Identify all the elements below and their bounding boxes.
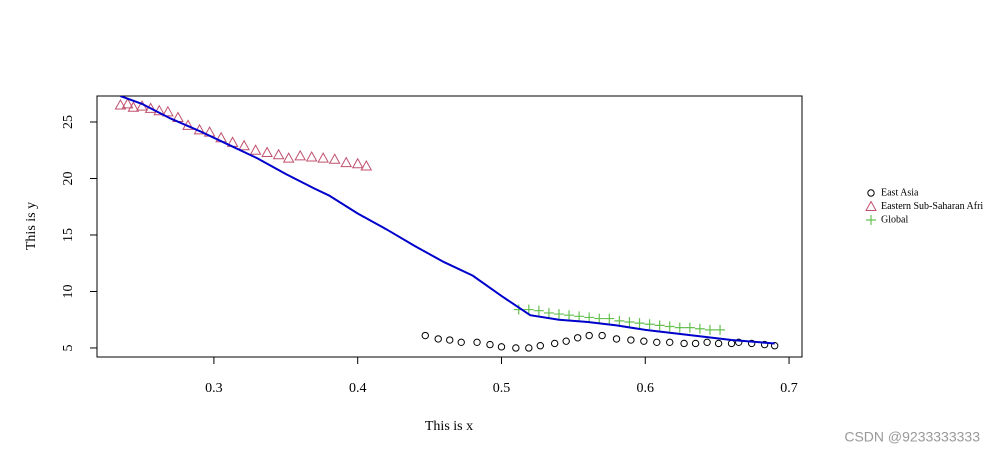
point	[114, 99, 127, 110]
x-tick-label: 0.6	[637, 381, 655, 396]
point	[704, 324, 715, 335]
point	[305, 150, 318, 162]
point	[512, 344, 520, 352]
point	[564, 310, 575, 321]
legend-symbol	[865, 200, 877, 211]
point	[127, 101, 140, 112]
point	[666, 338, 674, 347]
point	[543, 307, 554, 318]
point	[585, 331, 593, 340]
point	[735, 338, 743, 347]
fit-line	[120, 96, 775, 345]
point	[714, 339, 723, 348]
point	[446, 336, 454, 344]
plot-frame	[96, 95, 803, 358]
point	[624, 316, 635, 327]
point	[272, 148, 285, 160]
point	[162, 105, 174, 117]
point	[553, 309, 564, 320]
point	[497, 343, 506, 351]
point	[294, 149, 307, 161]
point	[584, 312, 595, 323]
point	[614, 315, 625, 326]
point	[249, 144, 262, 155]
legend-label: Global	[881, 214, 908, 225]
point	[153, 104, 166, 116]
point	[715, 324, 726, 335]
point	[604, 313, 615, 324]
point	[536, 342, 545, 350]
point	[674, 322, 685, 333]
legend-label: Eastern Sub-Saharan Afri	[881, 201, 983, 212]
y-tick-label: 5	[61, 344, 76, 351]
point	[594, 313, 605, 324]
point	[612, 335, 621, 343]
point	[282, 152, 295, 163]
point	[634, 318, 645, 329]
y-tick-label: 10	[61, 284, 76, 298]
x-tick-label: 0.5	[493, 381, 511, 396]
point	[640, 337, 648, 345]
x-tick-label: 0.4	[349, 381, 367, 396]
legend-symbol	[866, 215, 876, 225]
point	[261, 146, 273, 157]
point	[421, 331, 429, 340]
x-tick-label: 0.7	[780, 381, 798, 396]
point	[703, 338, 711, 347]
point	[598, 331, 606, 340]
point	[574, 311, 585, 322]
point	[523, 304, 534, 315]
point	[654, 320, 665, 331]
point	[317, 152, 330, 163]
point	[653, 338, 661, 347]
legend-label: East Asia	[881, 187, 919, 198]
point	[238, 139, 250, 151]
point	[573, 334, 582, 342]
watermark: CSDN @9233333333	[844, 429, 980, 445]
point	[121, 97, 134, 109]
point	[684, 322, 695, 333]
plot-area	[114, 96, 779, 352]
point	[664, 321, 675, 332]
point	[351, 157, 364, 169]
point	[747, 339, 756, 348]
point	[680, 339, 688, 348]
point	[627, 336, 635, 344]
point	[550, 339, 559, 348]
x-tick-label: 0.3	[205, 381, 223, 396]
point	[525, 344, 533, 352]
point	[691, 339, 700, 348]
point	[473, 338, 481, 347]
y-tick-label: 15	[61, 228, 76, 242]
point	[328, 153, 341, 164]
x-axis-label: This is x	[425, 419, 473, 434]
y-axis-label: This is y	[24, 202, 39, 250]
point	[694, 323, 705, 334]
point	[434, 335, 442, 343]
point	[760, 340, 769, 349]
point	[486, 340, 494, 349]
point	[533, 305, 544, 316]
point	[562, 337, 570, 345]
point	[360, 160, 373, 171]
legend-symbol	[867, 189, 875, 197]
point	[457, 338, 465, 347]
y-tick-label: 20	[61, 171, 76, 185]
y-tick-label: 25	[61, 115, 76, 129]
point	[644, 319, 655, 330]
point	[340, 156, 353, 168]
